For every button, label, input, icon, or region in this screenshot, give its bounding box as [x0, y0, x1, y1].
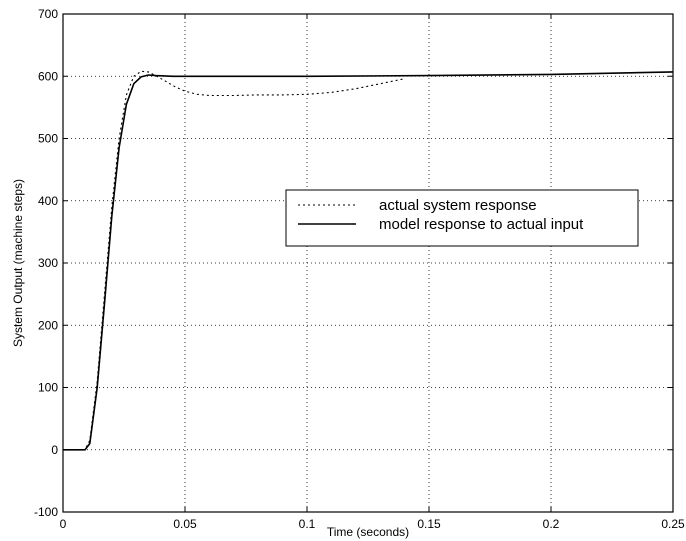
x-tick-label: 0.05: [173, 517, 197, 531]
y-tick-label: 500: [38, 132, 58, 146]
legend-box: [285, 189, 639, 247]
series-layer: [63, 70, 674, 451]
tick-marks: [62, 13, 674, 513]
y-tick-label: 100: [38, 381, 58, 395]
series-line-1: [63, 70, 405, 451]
y-tick-label: -100: [34, 505, 58, 519]
x-tick-label: 0.2: [543, 517, 560, 531]
grid: [63, 14, 673, 512]
legend-label-1: actual system response: [379, 197, 537, 214]
series-line-2: [63, 71, 674, 451]
y-tick-label: 600: [38, 69, 58, 83]
x-axis-label: Time (seconds): [327, 525, 409, 539]
x-tick-label: 0.25: [661, 517, 685, 531]
legend: actual system response model response to …: [285, 189, 639, 247]
y-tick-label: 400: [38, 194, 58, 208]
x-tick-label: 0.1: [299, 517, 316, 531]
y-tick-label: 300: [38, 256, 58, 270]
legend-label-2: model response to actual input: [379, 216, 584, 233]
y-tick-label: 200: [38, 318, 58, 332]
x-tick-label: 0: [60, 517, 67, 531]
y-axis-label: System Output (machine steps): [11, 179, 25, 347]
tick-labels: 0 0.05 0.1 0.15 0.2 0.25-10001002003004005006…: [34, 7, 685, 531]
y-tick-label: 700: [38, 7, 58, 21]
y-tick-label: 0: [51, 443, 58, 457]
x-tick-label: 0.15: [417, 517, 441, 531]
